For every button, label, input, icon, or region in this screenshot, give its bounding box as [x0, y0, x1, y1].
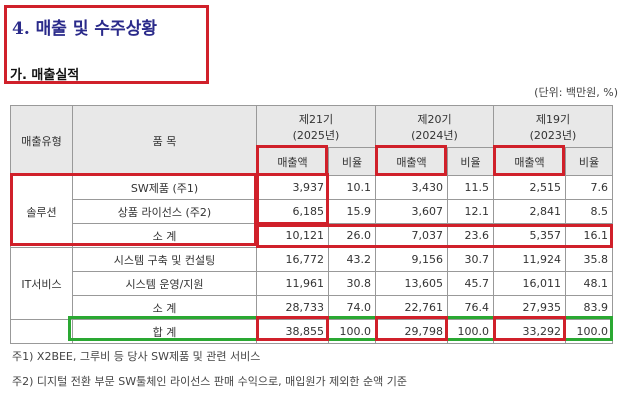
- value-cell: 2,515: [493, 175, 566, 200]
- value-cell: 11.5: [447, 175, 494, 200]
- header-ratio: 비율: [565, 147, 613, 176]
- value-cell: 12.1: [447, 199, 494, 224]
- highlight-box: [256, 316, 329, 341]
- table-row: 솔루션 SW제품 (주1) 3,937 10.1 3,430 11.5 2,515 7.6: [10, 175, 613, 248]
- table-row: 상품 라이선스 (주2) 6,185 15.9 3,607 12.1 2,841 8.5: [11, 199, 613, 224]
- highlight-box: [256, 173, 329, 225]
- value-cell: 83.9: [565, 295, 613, 320]
- value-cell: 30.7: [447, 247, 494, 272]
- highlight-box: [375, 316, 448, 341]
- empty-cell: [10, 319, 73, 344]
- item-cell: 시스템 구축 및 컨설팅: [72, 247, 257, 272]
- highlight-box: [375, 145, 447, 176]
- value-cell: 8.5: [565, 199, 613, 224]
- value-cell: 26.0: [328, 223, 376, 248]
- highlight-box-green: [68, 316, 613, 341]
- highlight-box: [4, 5, 209, 84]
- value-cell: 10,121: [256, 223, 329, 248]
- value-cell: 3,430: [375, 175, 448, 200]
- value-cell: 27,935: [493, 295, 566, 320]
- header-amount: 매출액: [375, 147, 448, 176]
- unit-label: (단위: 백만원, %): [534, 86, 618, 99]
- value-cell: 2,841: [493, 199, 566, 224]
- header-item: 품 목: [72, 105, 257, 176]
- value-cell: 30.8: [328, 271, 376, 296]
- header-type: 매출유형: [10, 105, 73, 176]
- header-period: 제19기 (2023년): [493, 105, 613, 148]
- sales-type-cell: IT서비스: [10, 247, 73, 320]
- header-ratio: 비율: [328, 147, 376, 176]
- value-cell: 11,961: [256, 271, 329, 296]
- value-cell: 10.1: [328, 175, 376, 200]
- header-ratio: 비율: [447, 147, 494, 176]
- value-cell: 3,607: [375, 199, 448, 224]
- value-cell: 11,924: [493, 247, 566, 272]
- subsection-title: 가. 매출실적: [10, 68, 80, 83]
- value-cell: 48.1: [565, 271, 613, 296]
- value-cell: 13,605: [375, 271, 448, 296]
- highlight-box: [493, 145, 565, 176]
- item-cell: 시스템 운영/지원: [72, 271, 257, 296]
- highlight-box: [493, 316, 566, 341]
- footnote-2: 주2) 디지털 전환 부문 SW툴체인 라이선스 판매 수익으로, 매입원가 제…: [12, 375, 407, 388]
- header-amount: 매출액: [493, 147, 566, 176]
- item-cell: 상품 라이선스 (주2): [72, 199, 257, 224]
- value-cell: 16,772: [256, 247, 329, 272]
- value-cell: 74.0: [328, 295, 376, 320]
- value-cell: 9,156: [375, 247, 448, 272]
- header-period: 제21기 (2025년): [256, 105, 376, 148]
- highlight-box: [256, 224, 613, 248]
- header-period: 제20기 (2024년): [375, 105, 494, 148]
- highlight-box: [10, 173, 257, 246]
- value-cell: 43.2: [328, 247, 376, 272]
- item-cell: SW제품 (주1): [72, 175, 257, 200]
- value-cell: 22,761: [375, 295, 448, 320]
- value-cell: 29,798: [375, 319, 448, 344]
- table-row: 시스템 운영/지원 11,961 30.8 13,605 45.7 16,011 48.1: [11, 271, 613, 296]
- value-cell: 45.7: [447, 271, 494, 296]
- value-cell: 35.8: [565, 247, 613, 272]
- value-cell: 7.6: [565, 175, 613, 200]
- section-title: 4. 매출 및 수주상황: [12, 19, 157, 39]
- table-row: IT서비스 시스템 구축 및 컨설팅 16,772 43.2 9,156 30.7 11,9…: [10, 247, 613, 320]
- highlight-box: [256, 145, 328, 176]
- table-row: 소 계 28,733 74.0 22,761 76.4 27,935 83.9: [11, 295, 613, 320]
- header-amount: 매출액: [256, 147, 329, 176]
- value-cell: 15.9: [328, 199, 376, 224]
- value-cell: 16,011: [493, 271, 566, 296]
- footnote-1: 주1) X2BEE, 그루비 등 당사 SW제품 및 관련 서비스: [12, 350, 261, 363]
